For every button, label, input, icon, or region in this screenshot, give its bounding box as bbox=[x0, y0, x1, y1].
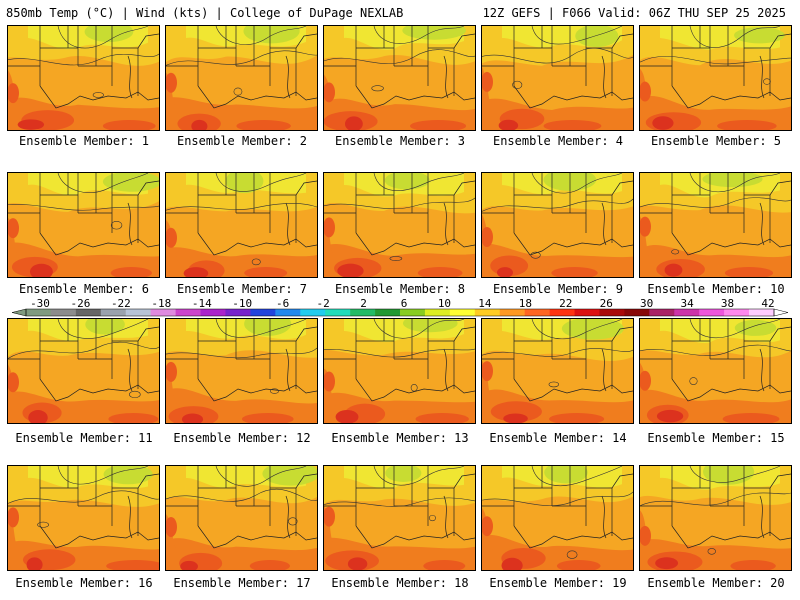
colorbar-swatch bbox=[100, 309, 127, 316]
colorbar-tick-label: 18 bbox=[519, 297, 532, 310]
colorbar-swatch bbox=[599, 309, 625, 316]
colorbar-swatch bbox=[200, 309, 226, 316]
colorbar-tick-label: -30 bbox=[30, 297, 50, 310]
ensemble-member-label: Ensemble Member: 18 bbox=[331, 576, 469, 590]
ensemble-member-label: Ensemble Member: 5 bbox=[650, 134, 782, 148]
colorbar-tick-label: -2 bbox=[316, 297, 329, 310]
ensemble-member-label: Ensemble Member: 15 bbox=[647, 431, 785, 445]
ensemble-member-map bbox=[7, 25, 160, 131]
colorbar-swatch bbox=[624, 309, 650, 316]
ensemble-member-label: Ensemble Member: 8 bbox=[334, 282, 466, 296]
colorbar-swatch bbox=[674, 309, 700, 316]
colorbar-tick-label: 2 bbox=[360, 297, 367, 310]
ensemble-member-label: Ensemble Member: 1 bbox=[18, 134, 150, 148]
colorbar-tick-label: -26 bbox=[71, 297, 91, 310]
colorbar-tick-label: 38 bbox=[721, 297, 734, 310]
colorbar-swatch bbox=[449, 309, 476, 316]
colorbar-swatch bbox=[50, 309, 77, 316]
colorbar-tick-label: 26 bbox=[600, 297, 613, 310]
colorbar-swatch bbox=[125, 309, 151, 316]
colorbar-low-arrow bbox=[11, 308, 27, 317]
ensemble-member-label: Ensemble Member: 20 bbox=[647, 576, 785, 590]
ensemble-member-label: Ensemble Member: 9 bbox=[492, 282, 624, 296]
ensemble-member-map bbox=[481, 465, 634, 571]
product-title: 850mb Temp (°C) | Wind (kts) | College o… bbox=[6, 6, 404, 20]
colorbar-swatch bbox=[699, 309, 725, 316]
ensemble-member-label: Ensemble Member: 19 bbox=[489, 576, 627, 590]
colorbar-swatch bbox=[375, 309, 401, 316]
ensemble-member-map bbox=[481, 172, 634, 278]
colorbar-tick-label: -22 bbox=[111, 297, 131, 310]
colorbar-swatch bbox=[175, 309, 201, 316]
colorbar-swatch bbox=[225, 309, 251, 316]
ensemble-member-label: Ensemble Member: 13 bbox=[331, 431, 469, 445]
ensemble-member-label: Ensemble Member: 4 bbox=[492, 134, 624, 148]
ensemble-member-map bbox=[323, 172, 476, 278]
colorbar-tick-label: -6 bbox=[276, 297, 289, 310]
colorbar-swatch bbox=[300, 309, 326, 316]
ensemble-member-label: Ensemble Member: 17 bbox=[173, 576, 311, 590]
colorbar-swatch bbox=[549, 309, 575, 316]
colorbar-tick-label: 10 bbox=[438, 297, 451, 310]
colorbar-swatch bbox=[749, 309, 775, 316]
ensemble-member-map bbox=[481, 25, 634, 131]
ensemble-member-map bbox=[323, 318, 476, 424]
ensemble-member-map bbox=[165, 172, 318, 278]
colorbar-tick-label: 34 bbox=[680, 297, 694, 310]
colorbar-tick-label: 42 bbox=[761, 297, 774, 310]
temperature-colorbar: -30 -26 -22 -18 -14 -10 -6 -2 2 6 10 14 18 22 26 30 34 38… bbox=[11, 297, 789, 317]
colorbar-swatch bbox=[649, 309, 675, 316]
colorbar-tick-label: 14 bbox=[478, 297, 492, 310]
ensemble-member-map bbox=[165, 465, 318, 571]
ensemble-member-map bbox=[165, 318, 318, 424]
colorbar-swatch bbox=[250, 309, 276, 316]
ensemble-member-label: Ensemble Member: 11 bbox=[15, 431, 153, 445]
ensemble-member-map bbox=[323, 25, 476, 131]
colorbar-swatch bbox=[150, 309, 176, 316]
colorbar-swatch bbox=[400, 309, 426, 316]
ensemble-member-label: Ensemble Member: 7 bbox=[176, 282, 308, 296]
ensemble-member-map bbox=[639, 172, 792, 278]
colorbar-tick-label: 6 bbox=[401, 297, 408, 310]
colorbar-swatch bbox=[75, 309, 102, 316]
colorbar-swatch bbox=[275, 309, 301, 316]
ensemble-member-label: Ensemble Member: 2 bbox=[176, 134, 308, 148]
colorbar-swatch bbox=[350, 309, 376, 316]
colorbar-swatch bbox=[499, 309, 525, 316]
colorbar-tick-label: -10 bbox=[232, 297, 252, 310]
ensemble-member-map bbox=[7, 172, 160, 278]
ensemble-member-map bbox=[165, 25, 318, 131]
colorbar-swatch bbox=[524, 309, 550, 316]
run-valid-time: 12Z GEFS | F066 Valid: 06Z THU SEP 25 20… bbox=[482, 6, 786, 20]
colorbar-tick-label: 22 bbox=[559, 297, 572, 310]
colorbar-tick-label: 30 bbox=[640, 297, 653, 310]
ensemble-member-map bbox=[7, 465, 160, 571]
colorbar-high-arrow bbox=[773, 308, 789, 317]
ensemble-member-label: Ensemble Member: 10 bbox=[647, 282, 785, 296]
ensemble-member-label: Ensemble Member: 16 bbox=[15, 576, 153, 590]
colorbar-tick-label: -14 bbox=[192, 297, 212, 310]
ensemble-member-label: Ensemble Member: 6 bbox=[18, 282, 150, 296]
colorbar-swatch bbox=[724, 309, 750, 316]
colorbar-swatch bbox=[26, 309, 52, 316]
ensemble-member-map bbox=[323, 465, 476, 571]
ensemble-member-label: Ensemble Member: 12 bbox=[173, 431, 311, 445]
ensemble-member-label: Ensemble Member: 3 bbox=[334, 134, 466, 148]
colorbar-tick-label: -18 bbox=[151, 297, 171, 310]
ensemble-member-map bbox=[639, 25, 792, 131]
colorbar-swatch bbox=[574, 309, 600, 316]
ensemble-member-map bbox=[481, 318, 634, 424]
colorbar-swatch bbox=[424, 309, 451, 316]
colorbar-swatch bbox=[474, 309, 501, 316]
ensemble-member-label: Ensemble Member: 14 bbox=[489, 431, 627, 445]
ensemble-member-map bbox=[7, 318, 160, 424]
ensemble-member-map bbox=[639, 465, 792, 571]
colorbar-swatch bbox=[325, 309, 351, 316]
ensemble-member-map bbox=[639, 318, 792, 424]
